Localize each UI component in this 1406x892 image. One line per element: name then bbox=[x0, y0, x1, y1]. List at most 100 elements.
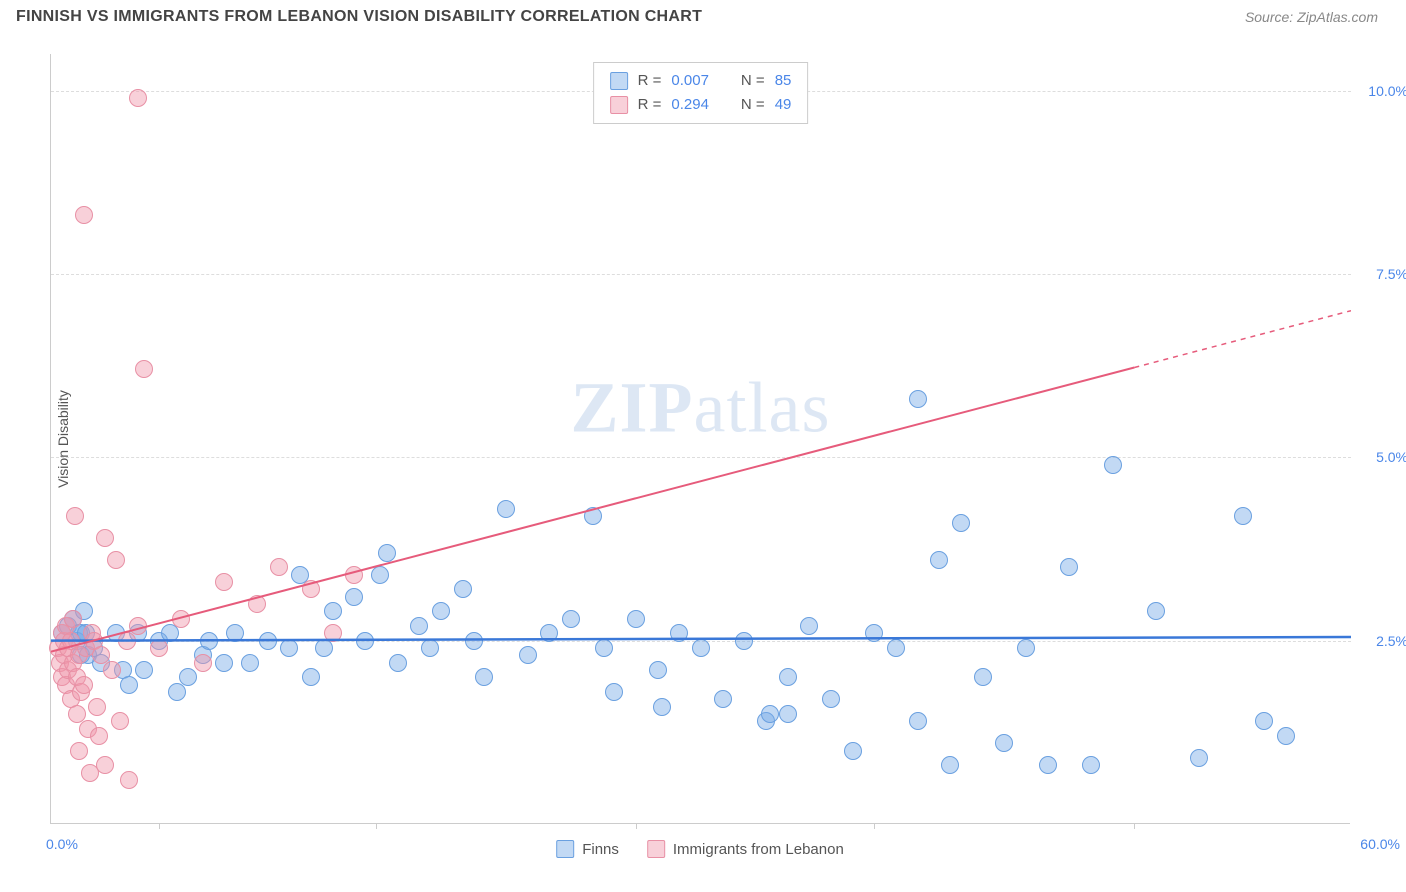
scatter-plot: ZIPatlas R = 0.007 N = 85 R = 0.294 N = … bbox=[50, 54, 1350, 824]
data-point bbox=[887, 639, 905, 657]
data-point bbox=[70, 742, 88, 760]
correlation-legend: R = 0.007 N = 85 R = 0.294 N = 49 bbox=[593, 62, 809, 124]
data-point bbox=[356, 632, 374, 650]
legend-row-finns: R = 0.007 N = 85 bbox=[610, 69, 792, 93]
data-point bbox=[1017, 639, 1035, 657]
swatch-lebanon bbox=[610, 96, 628, 114]
data-point bbox=[90, 727, 108, 745]
data-point bbox=[584, 507, 602, 525]
data-point bbox=[226, 624, 244, 642]
data-point bbox=[595, 639, 613, 657]
swatch-lebanon bbox=[647, 840, 665, 858]
x-tick bbox=[159, 823, 160, 829]
data-point bbox=[75, 206, 93, 224]
series-legend: Finns Immigrants from Lebanon bbox=[556, 840, 844, 858]
data-point bbox=[371, 566, 389, 584]
data-point bbox=[519, 646, 537, 664]
data-point bbox=[1255, 712, 1273, 730]
data-point bbox=[735, 632, 753, 650]
y-axis-label: Vision Disability bbox=[55, 390, 71, 488]
data-point bbox=[995, 734, 1013, 752]
data-point bbox=[421, 639, 439, 657]
chart-area: ZIPatlas R = 0.007 N = 85 R = 0.294 N = … bbox=[50, 54, 1350, 824]
data-point bbox=[909, 390, 927, 408]
data-point bbox=[345, 566, 363, 584]
data-point bbox=[1190, 749, 1208, 767]
data-point bbox=[103, 661, 121, 679]
data-point bbox=[692, 639, 710, 657]
data-point bbox=[941, 756, 959, 774]
data-point bbox=[194, 654, 212, 672]
data-point bbox=[378, 544, 396, 562]
data-point bbox=[649, 661, 667, 679]
data-point bbox=[96, 529, 114, 547]
data-point bbox=[1147, 602, 1165, 620]
data-point bbox=[215, 654, 233, 672]
data-point bbox=[120, 771, 138, 789]
data-point bbox=[345, 588, 363, 606]
data-point bbox=[248, 595, 266, 613]
data-point bbox=[1039, 756, 1057, 774]
data-point bbox=[107, 551, 125, 569]
data-point bbox=[66, 507, 84, 525]
data-point bbox=[259, 632, 277, 650]
legend-item-finns: Finns bbox=[556, 840, 619, 858]
data-point bbox=[302, 668, 320, 686]
data-point bbox=[280, 639, 298, 657]
data-point bbox=[111, 712, 129, 730]
x-axis-end-label: 60.0% bbox=[1360, 836, 1400, 852]
data-point bbox=[952, 514, 970, 532]
data-point bbox=[1082, 756, 1100, 774]
data-point bbox=[714, 690, 732, 708]
data-point bbox=[179, 668, 197, 686]
y-tick-label: 7.5% bbox=[1376, 266, 1406, 282]
data-point bbox=[540, 624, 558, 642]
gridline bbox=[51, 457, 1351, 458]
data-point bbox=[96, 756, 114, 774]
data-point bbox=[465, 632, 483, 650]
y-tick-label: 5.0% bbox=[1376, 449, 1406, 465]
data-point bbox=[150, 639, 168, 657]
data-point bbox=[974, 668, 992, 686]
data-point bbox=[670, 624, 688, 642]
data-point bbox=[88, 698, 106, 716]
data-point bbox=[844, 742, 862, 760]
data-point bbox=[930, 551, 948, 569]
data-point bbox=[562, 610, 580, 628]
data-point bbox=[497, 500, 515, 518]
data-point bbox=[64, 610, 82, 628]
data-point bbox=[1104, 456, 1122, 474]
data-point bbox=[200, 632, 218, 650]
chart-header: FINNISH VS IMMIGRANTS FROM LEBANON VISIO… bbox=[0, 0, 1406, 32]
trend-lines bbox=[51, 54, 1351, 824]
data-point bbox=[135, 661, 153, 679]
x-axis-start-label: 0.0% bbox=[46, 836, 78, 852]
data-point bbox=[410, 617, 428, 635]
data-point bbox=[475, 668, 493, 686]
data-point bbox=[324, 602, 342, 620]
chart-title: FINNISH VS IMMIGRANTS FROM LEBANON VISIO… bbox=[16, 8, 702, 26]
swatch-finns bbox=[610, 72, 628, 90]
data-point bbox=[120, 676, 138, 694]
source-attribution: Source: ZipAtlas.com bbox=[1245, 9, 1378, 25]
data-point bbox=[135, 360, 153, 378]
data-point bbox=[653, 698, 671, 716]
x-tick bbox=[636, 823, 637, 829]
x-tick bbox=[874, 823, 875, 829]
data-point bbox=[168, 683, 186, 701]
data-point bbox=[172, 610, 190, 628]
data-point bbox=[822, 690, 840, 708]
y-tick-label: 10.0% bbox=[1368, 83, 1406, 99]
swatch-finns bbox=[556, 840, 574, 858]
data-point bbox=[1234, 507, 1252, 525]
data-point bbox=[270, 558, 288, 576]
data-point bbox=[779, 668, 797, 686]
legend-item-lebanon: Immigrants from Lebanon bbox=[647, 840, 844, 858]
data-point bbox=[1060, 558, 1078, 576]
data-point bbox=[432, 602, 450, 620]
data-point bbox=[605, 683, 623, 701]
data-point bbox=[129, 617, 147, 635]
data-point bbox=[241, 654, 259, 672]
data-point bbox=[75, 676, 93, 694]
data-point bbox=[129, 89, 147, 107]
